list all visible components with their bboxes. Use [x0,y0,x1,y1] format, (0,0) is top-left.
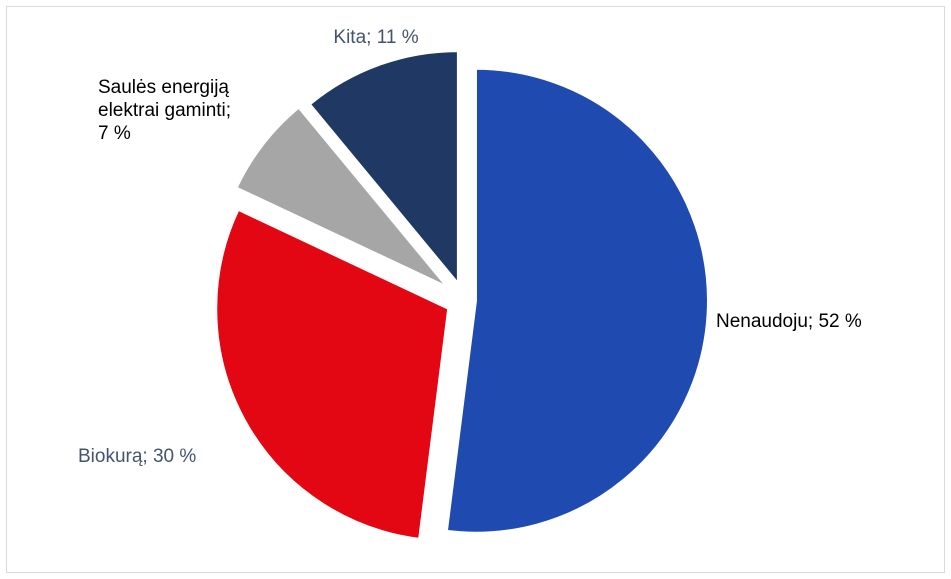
slice-biokura [215,208,450,540]
label-saules-energija: Saulės energiją elektrai gaminti; 7 % [98,77,231,144]
slice-nenaudoju [445,67,709,534]
label-biokura: Biokurą; 30 % [78,446,196,467]
label-nenaudoju: Nenaudoju; 52 % [716,311,862,332]
label-kita: Kita; 11 % [333,27,418,48]
slice-kita [308,50,459,286]
slice-saules-energija [235,106,448,288]
